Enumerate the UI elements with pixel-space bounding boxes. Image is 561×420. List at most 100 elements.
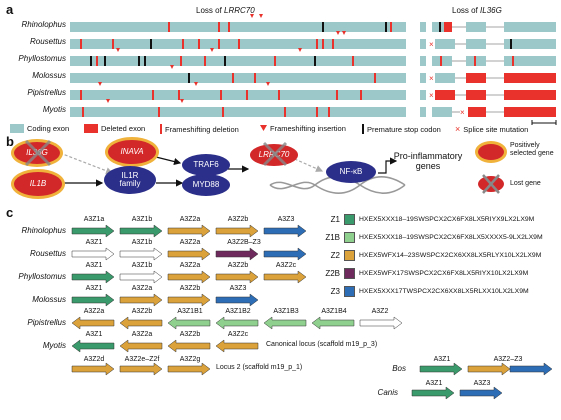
legend-coding-exon-label: Coding exon [27,124,70,133]
sequence-row-z1: Z1 HXEX5XXX18–19SWSPCX2CX6FX8LX5RIYX9LX2… [320,214,534,225]
splice-site-mark: × [460,108,465,117]
frameshift-deletion-mark [278,90,280,100]
sequence-label: Z1B [325,233,340,242]
gene-label: A3Z2B–Z3 [227,239,261,246]
legend-coding-exon: Coding exon [10,124,69,133]
gene-arrow-z2 [167,270,211,284]
gene-label: A3Z1B2 [225,308,251,315]
species-label-canis: Canis [377,388,398,397]
species-label-a: Rousettus [29,37,66,46]
locus2-label: Locus 2 (scaffold m19_p_1) [216,364,303,371]
frameshift-deletion-mark [238,39,240,49]
sequence-motif: HXEX5XXX18–19SWSPCX2CX6FX8LX5RIYX9LX2LX9… [359,216,535,223]
species-label-c: Molossus [32,295,66,304]
frameshift-deletion-mark [336,90,338,100]
sequence-row-z2b: Z2B HXEX5WFX17SWSPCX2CX6FX8LX5RIYX10LX2L… [320,268,528,279]
lrrc70-title-prefix: Loss of [196,6,225,15]
gene-label: A3Z2b [179,331,201,338]
frameshift-deletion-mark [374,73,376,83]
traf6-node-label: TRAF6 [193,159,219,169]
gene-label: A3Z3 [473,380,491,387]
gene-arrow-z3 [509,362,553,376]
coding-exon-block [420,90,426,100]
legend-deleted-exon: Deleted exon [84,124,145,133]
frameshift-deletion-mark [178,90,180,100]
gene-label: A3Z1a [83,216,105,223]
species-label-a: Myotis [42,105,66,114]
gene-label: A3Z1 [85,239,103,246]
legend-premature-stop-label: Premature stop codon [367,124,441,134]
lrrc70-track-molossus [70,65,406,83]
frameshift-deletion-mark [158,107,160,117]
frameshift-insertion-mark [116,48,120,52]
coding-exon-block [420,56,426,66]
legend-frameshift-deletion: Frameshifting deletion [160,124,239,134]
frameshift-deletion-mark [512,56,514,66]
gene-arrow-z2 [167,247,211,261]
gene-arrow-z1 [419,362,463,376]
frameshift-deletion-mark [254,73,256,83]
gene-arrow-z2 [119,293,163,307]
frameshift-insertion-mark [98,82,102,86]
sequence-color-box [344,214,355,225]
species-label-c: Rousettus [29,249,66,258]
gene-label: A3Z2g [179,356,201,363]
gene-label: A3Z2a [131,285,153,292]
gene-arrow-empty [359,316,403,330]
frameshift-insertion-mark [194,82,198,86]
gene-arrow-z2 [119,339,163,353]
legend-frameshift-insertion: Frameshifting insertion [260,124,346,133]
frameshift-insertion-mark [298,48,302,52]
canonical-locus-label: Canonical locus (scaffold m19_p_3) [266,341,378,348]
coding-exon-bar [70,22,406,32]
gene-label: A3Z1B1 [177,308,203,315]
il36g-track-rousettus: × [420,39,556,49]
gene-arrow-z2 [167,293,211,307]
gene-arrow-z2 [215,339,259,353]
frameshift-deletion-mark [180,56,182,66]
frameshift-insertion-mark [180,99,184,103]
sequence-label: Z1 [330,215,340,224]
sequence-row-z1b: Z1B HXEX5XXX18–19SWSPCX2CX6FX8LX5XXXX5-9… [320,232,543,243]
frameshift-deletion-mark [332,39,334,49]
coding-exon-block [504,39,556,49]
gene-label: A3Z2c [227,331,249,338]
frameshift-deletion-mark [228,22,230,32]
frameshift-deletion-glyph [160,124,162,134]
coding-exon-block [432,107,452,117]
lrrc70-track-phyllostomus [70,48,406,66]
deleted-exon-block [504,73,556,83]
sequence-color-box [344,286,355,297]
il36g-track-phyllostomus [420,56,556,66]
il36g-title-gene: IL36G [480,6,502,15]
premature-stop-mark [322,22,324,32]
frameshift-deletion-mark [198,39,200,49]
coding-exon-bar [70,107,406,117]
gene-arrow-row-myotis-canonical [71,339,259,353]
gene-arrow-empty [71,247,115,261]
frameshift-deletion-mark [182,39,184,49]
gene-arrow-z2 [467,362,511,376]
frameshift-deletion-mark [82,107,84,117]
il36g-track-rhinolophus [420,22,556,32]
sequence-label: Z2 [330,251,340,260]
panel-b-label: b [6,134,14,149]
panel-c-label: c [6,205,14,220]
frameshift-deletion-mark [218,22,220,32]
gene-label: A3Z3 [277,216,295,223]
arrow-nfkb-to-genes [378,157,398,174]
deleted-exon-block [504,107,556,117]
frameshift-deletion-mark [274,56,276,66]
sequence-color-box [344,250,355,261]
gene-label: A3Z1 [85,285,103,292]
frameshift-deletion-mark [474,56,476,66]
gene-arrow-z1 [119,224,163,238]
frameshift-deletion-mark [284,107,286,117]
il1b-node: IL1B [14,172,62,196]
premature-stop-mark [439,22,441,32]
insertion-triangle-icon [260,125,267,131]
gene-label: A3Z1 [85,262,103,269]
legend-positively-selected-label: Positively selected gene [510,142,554,157]
coding-exon-block [466,22,486,32]
frameshift-insertion-mark [259,14,263,18]
